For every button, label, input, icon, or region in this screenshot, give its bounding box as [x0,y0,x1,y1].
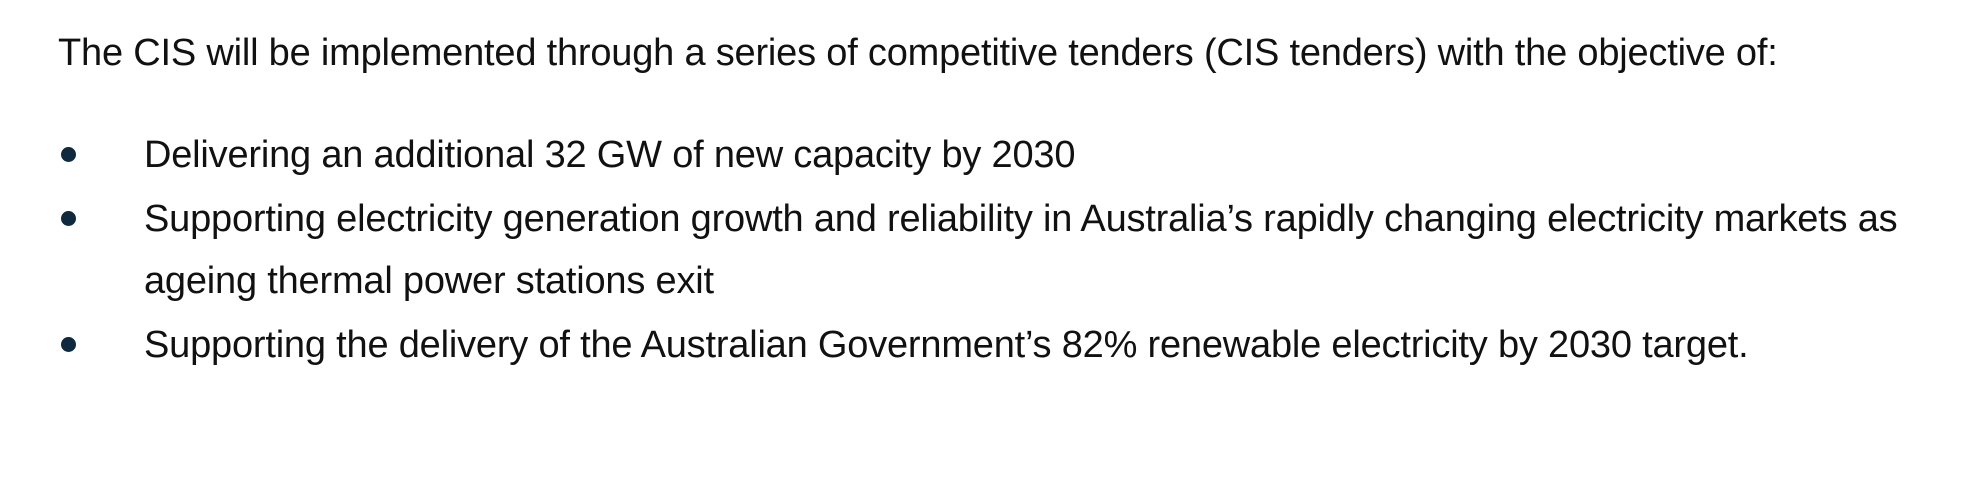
bullet-icon [61,337,76,352]
list-item: Supporting the delivery of the Australia… [58,314,1934,376]
list-item-text: Delivering an additional 32 GW of new ca… [144,134,1076,176]
list-item-text: Supporting the delivery of the Australia… [144,324,1749,366]
list-item-text: Supporting electricity generation growth… [144,198,1898,302]
bullet-icon [61,147,76,162]
bullet-icon [61,211,76,226]
list-item: Delivering an additional 32 GW of new ca… [58,124,1934,186]
list-item: Supporting electricity generation growth… [58,188,1934,312]
objectives-list: Delivering an additional 32 GW of new ca… [58,124,1938,376]
intro-paragraph: The CIS will be implemented through a se… [58,32,1778,74]
document-body: The CIS will be implemented through a se… [58,22,1938,378]
